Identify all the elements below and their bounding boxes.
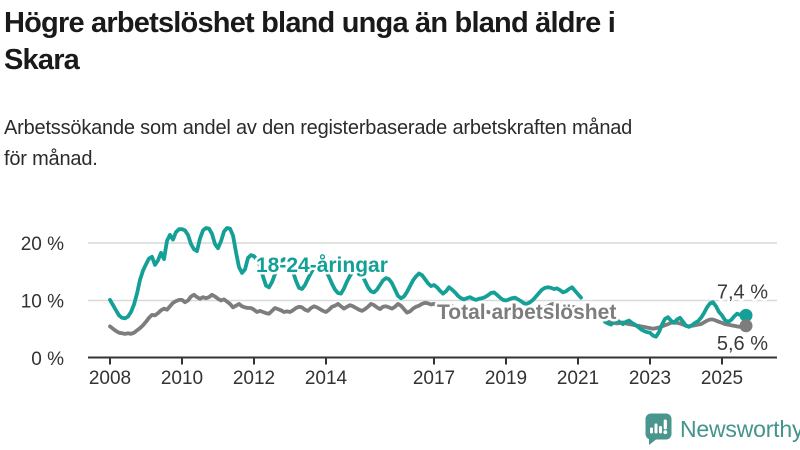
y-tick-label-10pct: 10 % [21,292,64,313]
series-line-youth-1 [603,300,748,339]
x-tick-label-2014: 2014 [305,368,348,389]
series-line-total-0 [108,292,583,336]
subtitle-line-1: Arbetssökande som andel av den registerb… [4,117,633,139]
x-tick-label-2021: 2021 [557,368,599,389]
y-tick-label-20pct: 20 % [21,234,64,255]
title-line-1: Högre arbetslöshet bland unga än bland ä… [4,7,616,39]
chart-subtitle: Arbetssökande som andel av den registerb… [4,113,794,175]
end-dot-total [739,319,753,333]
x-tick-label-2025: 2025 [701,368,743,389]
x-tick-label-2010: 2010 [161,368,203,389]
end-label-total: 5,6 % [717,333,768,355]
subtitle-line-2: för månad. [4,148,98,170]
series-line-youth-0 [108,226,583,321]
series-label-youth: 18-24-åringar [256,254,388,277]
newsworthy-speech-bubble-chart-icon [645,413,672,445]
x-tick-label-2017: 2017 [413,368,455,389]
page-title: Högre arbetslöshet bland unga än bland ä… [4,5,796,79]
x-tick-label-2019: 2019 [485,368,527,389]
y-tick-label-0pct: 0 % [31,349,64,370]
newsworthy-wordmark: Newsworthy [680,415,800,442]
x-tick-label-2012: 2012 [233,368,275,389]
end-label-youth: 7,4 % [717,281,768,303]
newsworthy-logo[interactable]: Newsworthy [645,413,800,445]
series-label-total: Total arbetslöshet [437,301,616,324]
x-tick-label-2023: 2023 [629,368,671,389]
end-dot-youth [739,308,753,322]
x-tick-label-2008: 2008 [89,368,131,389]
title-line-2: Skara [4,44,80,76]
